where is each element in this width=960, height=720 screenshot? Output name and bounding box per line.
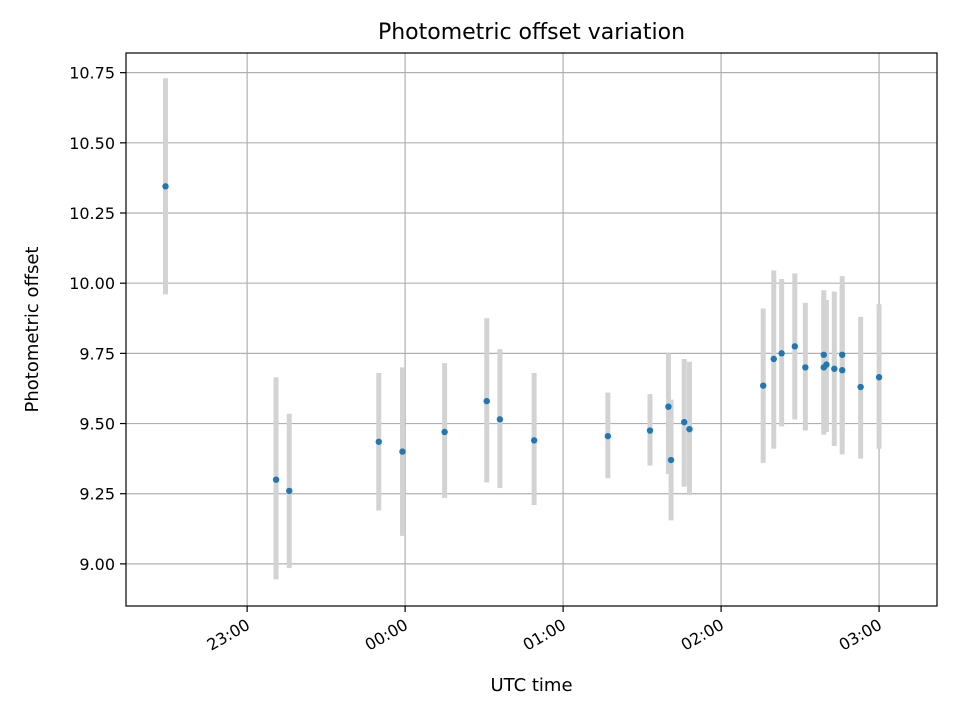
data-point (375, 438, 382, 445)
data-point (820, 351, 827, 358)
data-point (839, 351, 846, 358)
data-point (483, 397, 490, 405)
plot-frame (125, 52, 938, 607)
data-point (441, 428, 448, 436)
data-point (823, 361, 830, 368)
y-tick-label: 10.00 (69, 274, 115, 293)
chart-title: Photometric offset variation (378, 20, 685, 45)
data-point (791, 343, 799, 350)
y-tick-label: 10.50 (69, 134, 115, 153)
y-axis-label: Photometric offset (22, 247, 43, 413)
data-point (667, 456, 675, 464)
y-tick-label: 10.75 (69, 64, 115, 83)
data-point (770, 355, 777, 363)
data-point (857, 383, 864, 391)
data-point (646, 427, 654, 434)
y-tick-label: 9.25 (79, 485, 115, 504)
y-tick-label: 10.25 (69, 204, 115, 223)
data-point (875, 374, 883, 381)
y-tick-label: 9.50 (79, 415, 115, 434)
data-point (272, 476, 280, 483)
data-point (286, 487, 293, 495)
x-axis-label: UTC time (490, 675, 572, 696)
data-point (162, 183, 169, 190)
data-point (681, 418, 688, 426)
data-point (839, 367, 846, 374)
data-point (831, 365, 838, 372)
y-tick-label: 9.00 (79, 555, 115, 574)
y-tick-label: 9.75 (79, 344, 115, 363)
data-point (604, 432, 612, 440)
data-point (530, 437, 538, 444)
data-point (760, 382, 767, 389)
data-points (162, 183, 883, 495)
data-point (496, 416, 504, 423)
data-point (778, 350, 785, 357)
data-point (802, 364, 809, 371)
data-point (665, 403, 672, 410)
data-point (399, 448, 406, 455)
data-point (686, 425, 693, 433)
